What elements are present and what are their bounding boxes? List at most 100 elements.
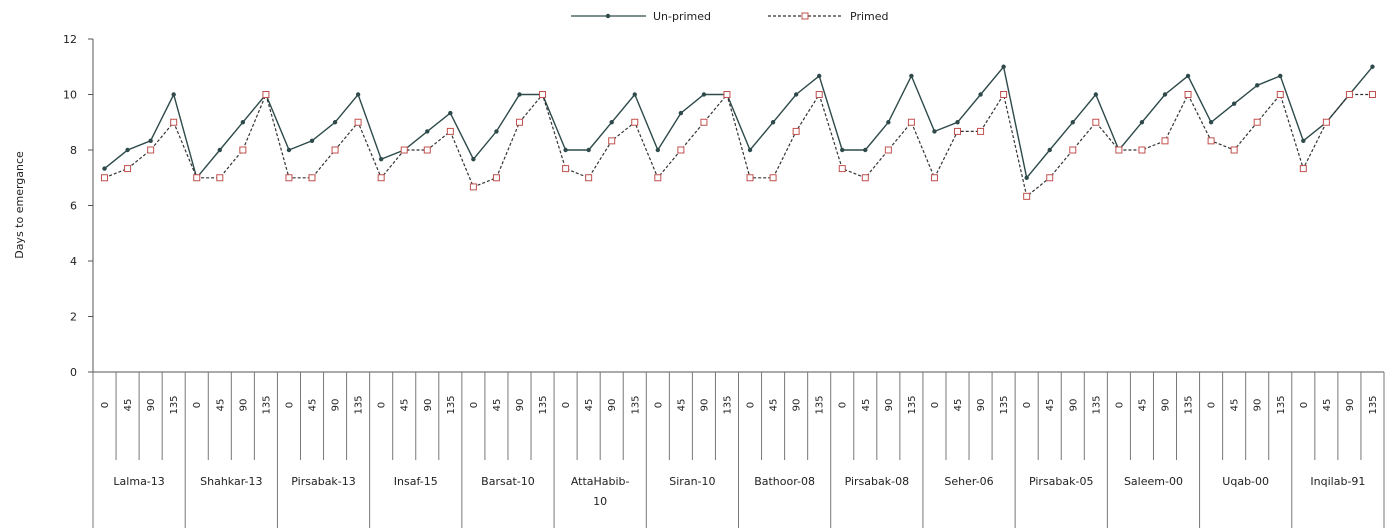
- primed-point: [124, 165, 132, 173]
- unprimed-series-line: [104, 65, 1374, 180]
- unprimed-point: [1070, 120, 1075, 125]
- unprimed-point: [632, 92, 637, 97]
- primed-point: [769, 174, 777, 182]
- primed-point: [1138, 146, 1146, 154]
- x-group-label: 10: [593, 495, 607, 508]
- x-tick-label: 45: [1137, 399, 1148, 412]
- x-tick-label: 90: [607, 399, 618, 412]
- unprimed-point: [840, 147, 845, 153]
- primed-point: [1230, 146, 1238, 154]
- unprimed-point: [309, 138, 315, 144]
- unprimed-point: [678, 110, 684, 116]
- unprimed-point: [1301, 138, 1306, 144]
- unprimed-point: [955, 120, 960, 125]
- unprimed-point: [448, 110, 453, 116]
- primed-point: [515, 118, 523, 126]
- y-tick-label: 0: [70, 366, 77, 379]
- series-points: [101, 64, 1376, 200]
- unprimed-point: [1024, 175, 1029, 180]
- primed-point: [562, 165, 570, 173]
- unprimed-point: [286, 147, 292, 153]
- x-group-label: Pirsabak-08: [845, 475, 910, 488]
- primed-point: [1276, 91, 1284, 98]
- x-group-label: Saleem-00: [1124, 475, 1183, 488]
- x-tick-label: 90: [515, 399, 526, 412]
- x-tick-label: 90: [423, 399, 434, 412]
- x-group-label: Insaf-15: [394, 475, 438, 488]
- x-tick-label: 0: [653, 402, 664, 408]
- primed-point: [585, 174, 593, 182]
- x-tick-label: 90: [146, 399, 157, 412]
- unprimed-point: [1255, 83, 1260, 88]
- primed-point: [262, 91, 270, 98]
- unprimed-point: [378, 156, 384, 162]
- x-tick-label: 45: [1045, 399, 1056, 412]
- unprimed-point: [425, 129, 430, 134]
- x-tick-label: 135: [999, 395, 1010, 414]
- x-tick-label: 135: [354, 395, 365, 414]
- primed-point: [1000, 91, 1008, 98]
- x-tick-label: 45: [1322, 399, 1333, 412]
- x-tick-label: 0: [1022, 402, 1033, 408]
- x-tick-label: 45: [215, 399, 226, 412]
- unprimed-point: [1208, 120, 1214, 125]
- x-tick-label: 135: [538, 395, 549, 414]
- unprimed-point: [655, 147, 661, 153]
- unprimed-point: [517, 92, 522, 97]
- x-tick-label: 135: [722, 395, 733, 414]
- primed-point: [469, 183, 477, 191]
- x-tick-label: 135: [815, 395, 826, 414]
- x-group-label: Shahkar-13: [200, 475, 262, 488]
- primed-point: [147, 146, 155, 154]
- primed-series-line: [104, 92, 1373, 198]
- x-group-label: AttaHabib-: [571, 475, 630, 488]
- primed-point: [193, 174, 201, 182]
- unprimed-point: [1139, 120, 1145, 125]
- unprimed-point: [471, 156, 476, 162]
- primed-point: [1322, 118, 1330, 126]
- x-tick-label: 90: [1253, 399, 1264, 412]
- x-group-label: Uqab-00: [1222, 475, 1269, 488]
- primed-point: [1023, 192, 1031, 200]
- x-tick-label: 0: [1207, 402, 1218, 408]
- y-tick-label: 6: [70, 200, 77, 213]
- x-tick-label: 45: [492, 399, 503, 412]
- primed-point: [1069, 146, 1077, 154]
- x-tick-label: 135: [630, 395, 641, 414]
- x-tick-label: 45: [953, 399, 964, 412]
- primed-point: [608, 137, 616, 145]
- x-tick-label: 45: [1230, 399, 1241, 412]
- x-tick-label: 90: [238, 399, 249, 412]
- primed-point: [1299, 165, 1307, 173]
- primed-point: [1253, 118, 1261, 126]
- primed-point: [354, 118, 362, 126]
- primed-point: [1115, 146, 1123, 154]
- unprimed-point: [978, 92, 983, 97]
- primed-point: [539, 91, 547, 98]
- x-tick-label: 135: [1091, 395, 1102, 414]
- y-tick-label: 2: [70, 311, 77, 324]
- unprimed-point: [148, 138, 153, 144]
- unprimed-point: [1093, 92, 1099, 97]
- unprimed-point: [701, 92, 707, 97]
- primed-point: [1368, 91, 1376, 98]
- x-tick-label: 45: [769, 399, 780, 412]
- primed-point: [1184, 91, 1192, 98]
- legend-primed-label: Primed: [850, 10, 888, 23]
- unprimed-point: [770, 120, 776, 125]
- x-tick-label: 135: [1184, 395, 1195, 414]
- primed-point: [631, 118, 639, 126]
- x-group-label: Inqilab-91: [1310, 475, 1365, 488]
- unprimed-point: [1185, 73, 1191, 79]
- primed-point: [954, 127, 962, 135]
- unprimed-point: [125, 147, 130, 153]
- unprimed-point: [494, 129, 499, 134]
- primed-point: [838, 165, 846, 173]
- y-tick-label: 4: [70, 255, 77, 268]
- y-axis-label: Days to emergance: [13, 151, 26, 259]
- primed-point: [285, 174, 293, 182]
- primed-point: [216, 174, 224, 182]
- y-tick-label: 12: [63, 33, 77, 46]
- x-tick-label: 135: [1276, 395, 1287, 414]
